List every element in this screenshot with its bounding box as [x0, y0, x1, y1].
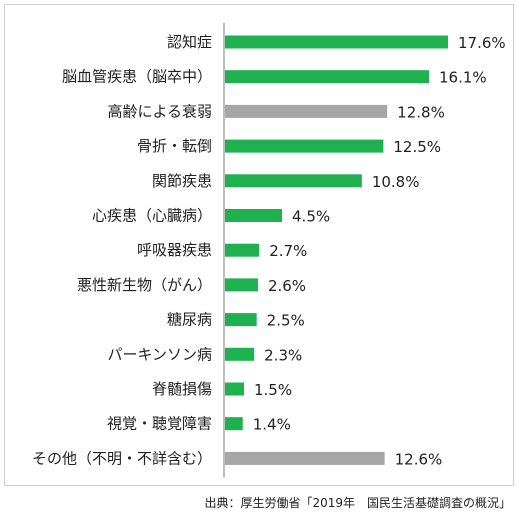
value-label: 12.8% [397, 103, 445, 121]
category-label: 関節疾患 [152, 172, 212, 190]
value-label: 1.4% [253, 416, 291, 434]
category-label: その他（不明・不詳含む） [32, 449, 212, 467]
value-label: 4.5% [292, 208, 330, 226]
bar [225, 70, 429, 84]
bar [225, 313, 257, 327]
category-label: 糖尿病 [167, 311, 212, 329]
value-label: 17.6% [458, 34, 506, 52]
category-label: 脳血管疾患（脳卒中） [62, 68, 212, 86]
bar [225, 35, 448, 49]
bar [225, 451, 385, 465]
bar [225, 382, 245, 396]
value-label: 2.3% [264, 346, 302, 364]
value-label: 2.5% [267, 312, 305, 330]
value-label: 2.6% [268, 277, 306, 295]
category-label: 骨折・転倒 [137, 137, 212, 155]
bar [225, 347, 255, 361]
category-label: 心疾患（心臓病） [92, 207, 212, 225]
chart-frame: 認知症 17.6% 脳血管疾患（脳卒中） 16.1% 高齢による衰弱 12.8% 骨折・転倒… [4, 4, 514, 486]
category-label: 視覚・聴覚障害 [107, 415, 212, 433]
category-label: 認知症 [167, 33, 212, 51]
source-note: 出典：厚生労働省「2019年 国民生活基礎調査の概況」 [204, 496, 511, 510]
bar [225, 209, 283, 222]
value-label: 12.6% [395, 450, 443, 468]
bar-chart: 認知症 17.6% 脳血管疾患（脳卒中） 16.1% 高齢による衰弱 12.8% 骨折・転倒… [32, 23, 506, 478]
value-label: 16.1% [439, 69, 487, 87]
bar [225, 139, 384, 153]
bar [225, 417, 243, 431]
category-label: 高齢による衰弱 [107, 102, 212, 120]
category-label: パーキンソン病 [107, 345, 212, 363]
bar [225, 278, 258, 292]
category-label: 脊髄損傷 [152, 380, 212, 398]
bar [225, 174, 362, 188]
category-label: 呼吸器疾患 [137, 241, 212, 259]
value-label: 12.5% [393, 138, 441, 156]
bar [225, 243, 260, 257]
value-label: 2.7% [269, 242, 307, 260]
category-label: 悪性新生物（がん） [77, 276, 212, 294]
bar [225, 104, 388, 118]
value-label: 1.5% [254, 381, 292, 399]
value-label: 10.8% [372, 173, 420, 191]
